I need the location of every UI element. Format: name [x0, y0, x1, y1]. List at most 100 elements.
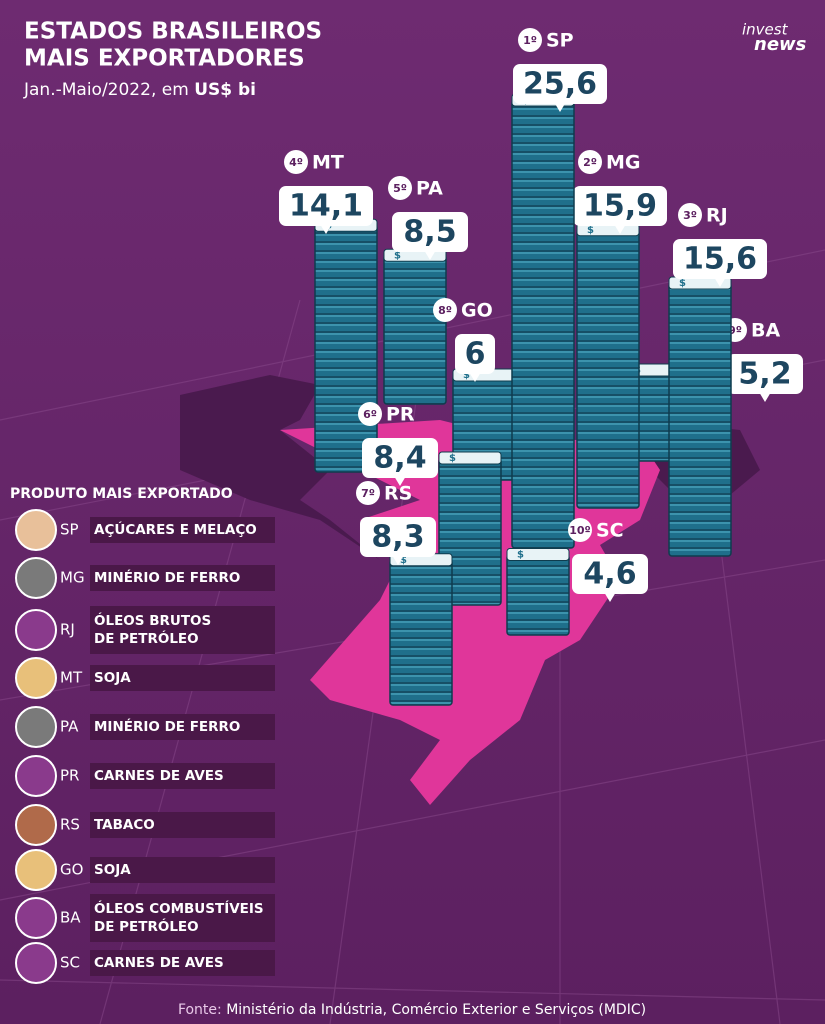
brand: news	[754, 34, 807, 55]
value-box	[455, 334, 495, 374]
product-highlight	[90, 665, 275, 691]
product-name: MINÉRIO DE FERRO	[94, 718, 240, 735]
pointer	[394, 476, 406, 486]
product-name: SOJA	[94, 670, 131, 686]
pointer	[614, 224, 626, 234]
product-icon	[15, 706, 57, 748]
rank-badge	[358, 402, 382, 426]
money-stack	[389, 559, 453, 706]
state-code: GO	[461, 300, 493, 322]
rank: 6º	[363, 408, 377, 421]
pointer	[392, 555, 404, 565]
rank-badge	[568, 518, 592, 542]
rank-badge	[388, 176, 412, 200]
value-label: 6	[465, 337, 486, 372]
product-name: DE PETRÓLEO	[94, 629, 199, 647]
dollar: $	[400, 555, 407, 566]
state-code: SC	[596, 520, 624, 542]
state-code: MT	[312, 152, 344, 174]
rank: 1º	[523, 34, 537, 47]
state-code: SP	[546, 30, 574, 52]
product-highlight	[90, 857, 275, 883]
product-name: CARNES DE AVES	[94, 768, 224, 784]
product-name: TABACO	[94, 817, 155, 833]
dollar: $	[463, 370, 470, 381]
state-code: PA	[416, 178, 443, 200]
rank: 3º	[683, 209, 697, 222]
pointer	[759, 392, 771, 402]
dollar: $	[587, 225, 594, 236]
value-label: 8,3	[371, 520, 424, 555]
money-stack	[576, 229, 640, 509]
product-name: ÓLEOS BRUTOS	[94, 611, 211, 629]
dollar: $	[394, 250, 401, 261]
state-code: MG	[606, 152, 641, 174]
money-stack	[668, 282, 732, 557]
value-label: 25,6	[523, 67, 597, 102]
value-box	[572, 554, 648, 594]
product-highlight	[90, 894, 275, 942]
product-highlight	[90, 950, 275, 976]
product-icon	[15, 849, 57, 891]
title: MAIS EXPORTADORES	[24, 46, 305, 72]
dollar: $	[517, 550, 524, 561]
value-label: 8,5	[403, 215, 456, 250]
state-code: RJ	[706, 205, 728, 227]
product-highlight	[90, 714, 275, 740]
product-icon	[15, 804, 57, 846]
value-box	[392, 212, 468, 252]
stack: $25,6 1º SP	[511, 28, 607, 549]
pointer	[469, 372, 481, 382]
product-highlight	[90, 606, 275, 654]
dollar: $	[449, 453, 456, 464]
legend-state: PR	[60, 767, 79, 785]
product-highlight	[90, 763, 275, 789]
product-name: SOJA	[94, 862, 131, 878]
product-name: AÇÚCARES E MELAÇO	[94, 520, 257, 538]
money-stack	[314, 224, 378, 473]
product-icon	[15, 509, 57, 551]
source-text: Ministério da Indústria, Comércio Exteri…	[226, 1002, 646, 1018]
rank-badge	[433, 298, 457, 322]
value-box	[360, 517, 436, 557]
rank-badge	[578, 150, 602, 174]
stack: $8,5 5º PA	[383, 176, 468, 405]
product-icon	[15, 609, 57, 651]
stack-top	[438, 451, 502, 465]
product-name: ÓLEOS COMBUSTÍVEIS	[94, 899, 264, 917]
legend-state: GO	[60, 861, 83, 879]
stack: $15,6 3º RJ	[668, 203, 767, 557]
value-label: 14,1	[289, 189, 363, 224]
value-label: 15,9	[583, 189, 657, 224]
value-box	[727, 354, 803, 394]
brand: invest	[742, 21, 789, 39]
rank: 5º	[393, 182, 407, 195]
legend-state: RJ	[60, 621, 75, 639]
subtitle-unit: US$ bi	[194, 80, 256, 100]
source-label: Fonte:	[178, 1002, 222, 1018]
value-box	[279, 186, 373, 226]
rank-badge	[518, 28, 542, 52]
product-icon	[15, 755, 57, 797]
value-box	[573, 186, 667, 226]
subtitle-text: Jan.-Maio/2022, em	[23, 80, 189, 100]
title: ESTADOS BRASILEIROS	[24, 19, 322, 45]
product-icon	[15, 897, 57, 939]
legend-state: MG	[60, 569, 85, 587]
money-stack	[511, 99, 575, 549]
legend-state: MT	[60, 669, 83, 687]
subtitle: Jan.-Maio/2022, em US$ bi	[23, 80, 256, 100]
money-stack	[383, 254, 447, 405]
legend: SP AÇÚCARES E MELAÇO MG MINÉRIO DE FERRO RJ Ó…	[15, 509, 275, 984]
rank-badge	[678, 203, 702, 227]
legend-state: BA	[60, 909, 81, 927]
rank-badge	[356, 481, 380, 505]
source: Fonte: Ministério da Indústria, Comércio…	[178, 1002, 646, 1018]
value-label: 5,2	[738, 357, 791, 392]
dollar: $	[679, 278, 686, 289]
legend-title: PRODUTO MAIS EXPORTADO	[10, 486, 233, 502]
pointer	[424, 250, 436, 260]
pointer	[714, 277, 726, 287]
product-name: DE PETRÓLEO	[94, 917, 199, 935]
product-icon	[15, 657, 57, 699]
